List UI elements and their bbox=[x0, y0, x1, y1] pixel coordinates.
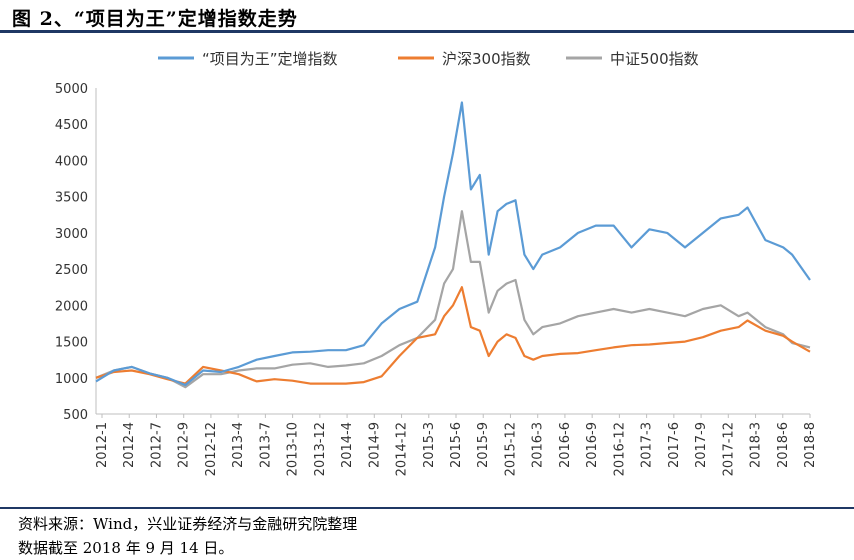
y-tick-label: 4000 bbox=[55, 154, 88, 169]
y-tick-label: 3000 bbox=[55, 227, 88, 242]
x-tick-label: 2017-9 bbox=[694, 422, 709, 468]
y-tick-label: 5000 bbox=[55, 82, 88, 97]
legend-label-0: “项目为王”定增指数 bbox=[202, 50, 338, 68]
x-tick-label: 2017-6 bbox=[667, 422, 682, 468]
x-tick-label: 2018-8 bbox=[803, 422, 818, 468]
x-tick-label: 2017-3 bbox=[640, 422, 655, 468]
series-line-1 bbox=[95, 286, 811, 385]
x-tick-label: 2014-9 bbox=[367, 422, 382, 468]
x-tick-label: 2015-3 bbox=[422, 422, 437, 468]
x-tick-label: 2014-4 bbox=[340, 422, 355, 468]
x-tick-label: 2016-12 bbox=[612, 422, 627, 476]
x-tick-label: 2017-12 bbox=[721, 422, 736, 476]
y-tick-label: 3500 bbox=[55, 191, 88, 206]
legend-label-1: 沪深300指数 bbox=[442, 50, 531, 68]
legend-label-2: 中证500指数 bbox=[610, 50, 699, 68]
x-tick-label: 2013-4 bbox=[231, 422, 246, 468]
x-tick-label: 2015-6 bbox=[449, 422, 464, 468]
x-tick-label: 2012-1 bbox=[95, 422, 110, 468]
x-tick-label: 2018-6 bbox=[776, 422, 791, 468]
x-tick-label: 2015-9 bbox=[476, 422, 491, 468]
y-tick-label: 4500 bbox=[55, 118, 88, 133]
y-tick-label: 500 bbox=[63, 408, 88, 423]
data-cutoff-note: 数据截至 2018 年 9 月 14 日。 bbox=[18, 539, 234, 557]
x-tick-label: 2012-4 bbox=[122, 422, 137, 468]
x-tick-label: 2012-9 bbox=[177, 422, 192, 468]
x-tick-label: 2016-9 bbox=[585, 422, 600, 468]
x-tick-label: 2012-7 bbox=[149, 422, 164, 468]
x-tick-label: 2014-12 bbox=[395, 422, 410, 476]
series-line-2 bbox=[95, 210, 811, 389]
series-line-0 bbox=[95, 101, 811, 387]
title-rule bbox=[0, 30, 854, 33]
line-chart: 500 1000 1500 2000 2500 3000 3500 4000 4500 5000 2… bbox=[55, 50, 818, 476]
y-tick-label: 1500 bbox=[55, 336, 88, 351]
y-tick-label: 1000 bbox=[55, 372, 88, 387]
figure-title: 图 2、“项目为王”定增指数走势 bbox=[12, 8, 298, 30]
x-tick-label: 2016-6 bbox=[558, 422, 573, 468]
source-note: 资料来源：Wind，兴业证券经济与金融研究院整理 bbox=[18, 515, 358, 533]
x-tick-label: 2015-12 bbox=[503, 422, 518, 476]
x-tick-label: 2012-12 bbox=[204, 422, 219, 476]
x-tick-label: 2016-3 bbox=[531, 422, 546, 468]
footer-rule bbox=[0, 507, 854, 509]
x-tick-label: 2018-3 bbox=[749, 422, 764, 468]
x-tick-label: 2013-12 bbox=[313, 422, 328, 476]
y-tick-label: 2000 bbox=[55, 299, 88, 314]
x-tick-label: 2013-7 bbox=[258, 422, 273, 468]
y-tick-label: 2500 bbox=[55, 263, 88, 278]
x-tick-label: 2013-10 bbox=[286, 422, 301, 476]
